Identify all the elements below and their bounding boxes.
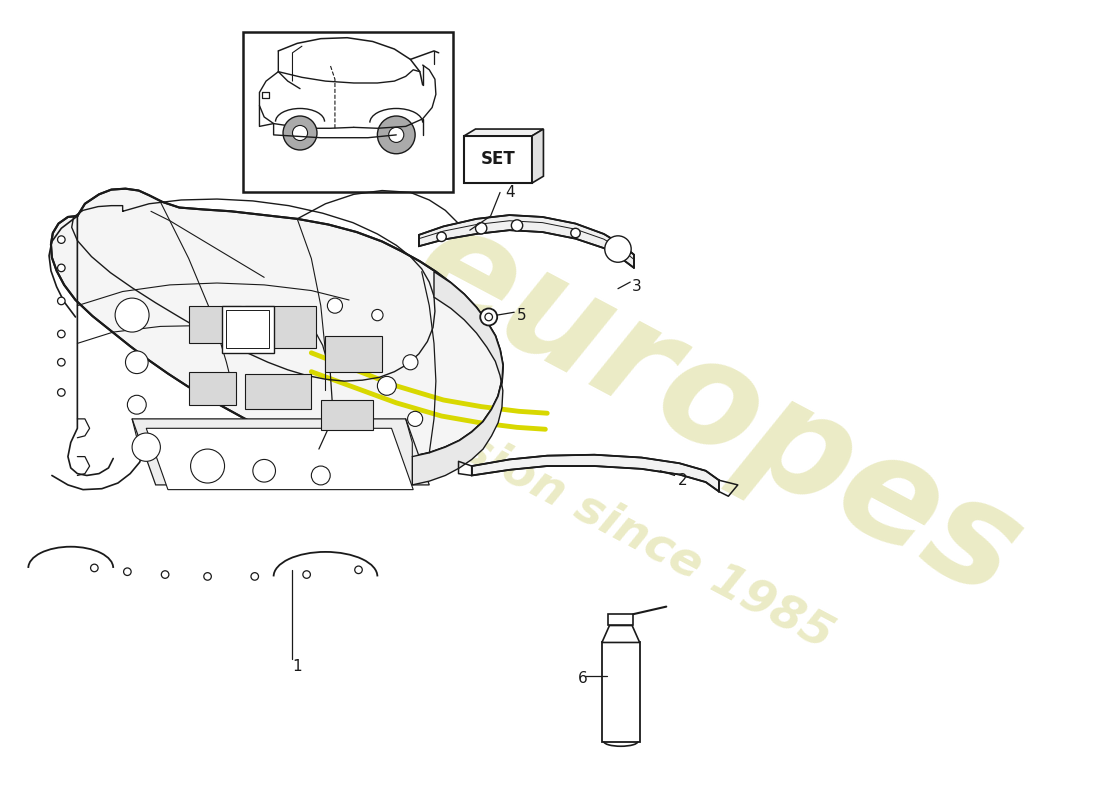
Circle shape	[116, 298, 150, 332]
Circle shape	[57, 358, 65, 366]
Bar	[189, 372, 235, 405]
Polygon shape	[419, 215, 634, 268]
Circle shape	[475, 222, 487, 234]
Circle shape	[57, 389, 65, 396]
Polygon shape	[412, 272, 503, 485]
Polygon shape	[464, 136, 532, 183]
Circle shape	[408, 411, 422, 426]
Polygon shape	[132, 419, 429, 485]
Circle shape	[128, 395, 146, 414]
Bar	[243, 32, 453, 193]
Bar	[326, 336, 382, 372]
Circle shape	[354, 566, 362, 574]
Polygon shape	[602, 626, 640, 642]
Text: 6: 6	[579, 671, 588, 686]
Circle shape	[571, 228, 580, 238]
Text: 5: 5	[517, 307, 527, 322]
Circle shape	[90, 564, 98, 572]
Circle shape	[512, 220, 522, 231]
Bar	[321, 400, 373, 430]
Circle shape	[311, 466, 330, 485]
Circle shape	[123, 568, 131, 575]
Circle shape	[162, 570, 169, 578]
Circle shape	[377, 377, 396, 395]
Circle shape	[302, 570, 310, 578]
Text: 1: 1	[293, 658, 303, 674]
Text: 2: 2	[678, 473, 688, 488]
Circle shape	[293, 126, 308, 141]
Bar	[222, 306, 274, 353]
Bar	[245, 306, 316, 348]
Circle shape	[437, 232, 447, 242]
Text: SET: SET	[481, 150, 516, 169]
Circle shape	[253, 459, 275, 482]
Polygon shape	[532, 129, 543, 183]
Circle shape	[372, 310, 383, 321]
Bar	[227, 310, 268, 348]
Text: 4: 4	[505, 185, 515, 200]
Circle shape	[204, 573, 211, 580]
Circle shape	[125, 351, 148, 374]
Polygon shape	[472, 454, 719, 491]
Bar	[602, 642, 640, 742]
Circle shape	[388, 127, 404, 142]
Circle shape	[57, 330, 65, 338]
Bar	[189, 306, 241, 343]
Circle shape	[132, 433, 161, 462]
Text: a passion since 1985: a passion since 1985	[329, 358, 840, 658]
Circle shape	[283, 116, 317, 150]
Circle shape	[251, 573, 258, 580]
Bar	[245, 374, 311, 410]
Circle shape	[481, 309, 497, 326]
Circle shape	[609, 241, 627, 258]
Text: 3: 3	[632, 279, 642, 294]
Bar	[608, 614, 634, 626]
Text: europes: europes	[390, 191, 1044, 628]
Circle shape	[605, 236, 631, 262]
Circle shape	[403, 354, 418, 370]
Circle shape	[57, 236, 65, 243]
Circle shape	[190, 449, 224, 483]
Polygon shape	[51, 189, 503, 458]
Circle shape	[377, 116, 415, 154]
Polygon shape	[464, 129, 543, 136]
Circle shape	[57, 297, 65, 305]
Polygon shape	[146, 428, 414, 490]
Circle shape	[328, 298, 342, 314]
Circle shape	[57, 264, 65, 272]
